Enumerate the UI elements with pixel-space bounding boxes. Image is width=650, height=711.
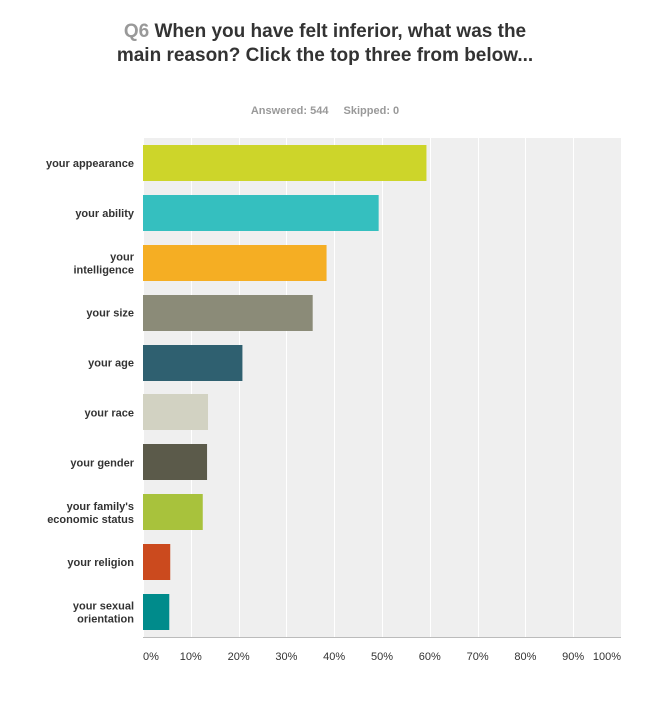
x-tick-label: 60%: [419, 651, 441, 663]
x-tick-label: 30%: [275, 651, 297, 663]
response-stats: Answered: 544 Skipped: 0: [0, 105, 650, 117]
x-tick-label: 90%: [562, 651, 584, 663]
question-text: When you have felt inferior, what was th…: [116, 21, 534, 66]
answered-count: Answered: 544: [250, 105, 329, 117]
x-tick-label: 80%: [514, 651, 536, 663]
category-label: your race: [84, 407, 134, 419]
category-label: your size: [86, 308, 134, 320]
category-label: your ability: [75, 208, 135, 220]
category-label: your appearance: [46, 158, 134, 170]
bar: [143, 145, 427, 181]
x-tick-label: 70%: [467, 651, 489, 663]
bar: [143, 444, 208, 480]
x-tick-label: 0%: [143, 651, 159, 663]
bar: [143, 594, 170, 630]
category-label: your gender: [70, 457, 134, 469]
bar: [143, 295, 313, 331]
question-number: Q6: [123, 21, 150, 42]
bar: [143, 245, 327, 281]
x-tick-label: 50%: [371, 651, 393, 663]
category-label: your sexual orientation: [73, 601, 134, 626]
category-label: your age: [88, 358, 134, 370]
x-tick-label: 10%: [180, 651, 202, 663]
bar: [143, 195, 379, 231]
category-label: your intelligence: [73, 251, 134, 276]
x-tick-label: 100%: [593, 651, 621, 663]
question-title: Q6 When you have felt inferior, what was…: [100, 20, 550, 68]
x-tick-label: 40%: [323, 651, 345, 663]
skipped-count: Skipped: 0: [343, 105, 400, 117]
category-label: your religion: [67, 557, 134, 569]
x-tick-label: 20%: [228, 651, 250, 663]
category-label: your family's economic status: [47, 501, 134, 526]
bar: [143, 494, 203, 530]
bar: [143, 345, 243, 381]
bar: [143, 394, 209, 430]
bar: [143, 544, 171, 580]
